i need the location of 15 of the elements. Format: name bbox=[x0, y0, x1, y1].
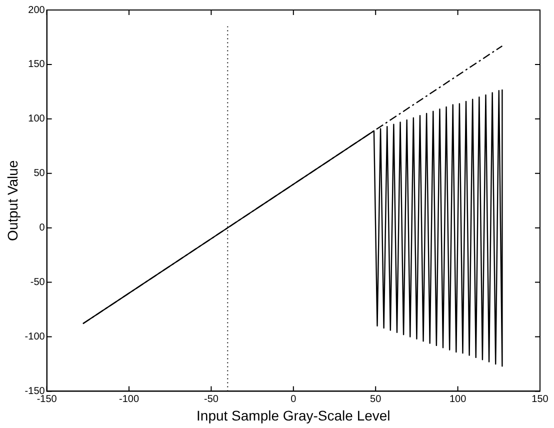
x-axis-title: Input Sample Gray-Scale Level bbox=[196, 407, 390, 424]
x-tick-label: 0 bbox=[290, 394, 297, 405]
x-tick-label: 50 bbox=[370, 394, 382, 405]
y-tick-label: 50 bbox=[34, 168, 46, 180]
y-tick-label: 100 bbox=[28, 114, 46, 125]
y-tick-label: 200 bbox=[28, 4, 46, 16]
y-tick-label: 0 bbox=[39, 222, 46, 234]
x-tick-label: -100 bbox=[119, 394, 140, 405]
y-tick-label: -100 bbox=[24, 331, 46, 342]
y-tick-label: 150 bbox=[28, 59, 46, 70]
x-tick-label: 100 bbox=[449, 394, 467, 405]
y-tick-label: -50 bbox=[30, 277, 46, 288]
y-axis-title: Output Value bbox=[4, 160, 20, 241]
x-tick-label: -50 bbox=[204, 394, 219, 405]
x-tick-label: 150 bbox=[532, 394, 549, 405]
